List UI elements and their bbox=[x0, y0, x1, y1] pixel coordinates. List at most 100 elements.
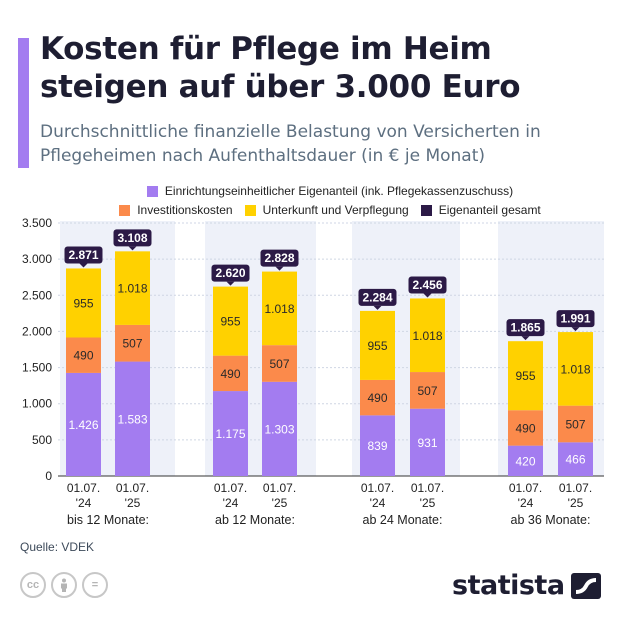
bar-value-label: 490 bbox=[515, 421, 535, 435]
total-badge bbox=[556, 310, 595, 328]
bar-segment-s1-b7 bbox=[508, 445, 543, 476]
total-badge bbox=[506, 319, 545, 337]
group-label: bis 12 Monate: bbox=[67, 513, 149, 527]
total-value-label: 2.871 bbox=[68, 248, 98, 262]
x-tick-label: 01.07. bbox=[411, 481, 444, 495]
total-badge bbox=[113, 229, 152, 247]
bar-segment-s1-b3 bbox=[213, 391, 248, 476]
bar-segment-s2-b4 bbox=[262, 345, 297, 382]
x-tick-label: '25 bbox=[272, 496, 288, 510]
nd-equals-icon[interactable]: = bbox=[82, 572, 108, 598]
bar-segment-s3-b4 bbox=[262, 271, 297, 346]
statista-brand[interactable]: statista bbox=[452, 570, 601, 601]
bar-segment-s1-b4 bbox=[262, 381, 297, 476]
by-person-icon[interactable] bbox=[51, 572, 77, 598]
chart-title: Kosten für Pflege im Heim steigen auf üb… bbox=[40, 31, 521, 105]
bar-segment-s1-b1 bbox=[66, 372, 101, 476]
bar-value-label: 466 bbox=[565, 453, 585, 467]
total-badge-pointer bbox=[521, 336, 530, 341]
bar-value-label: 1.018 bbox=[560, 362, 590, 376]
bar-segment-s1-b2 bbox=[115, 361, 150, 476]
total-badge-pointer bbox=[79, 263, 88, 268]
bar-segment-s2-b8 bbox=[558, 405, 593, 443]
x-tick-label: 01.07. bbox=[67, 481, 100, 495]
total-value-label: 2.828 bbox=[264, 251, 294, 265]
bar-value-label: 490 bbox=[367, 391, 387, 405]
bar-value-label: 1.018 bbox=[264, 302, 294, 316]
bar-segment-s3-b5 bbox=[360, 310, 395, 380]
bar-segment-s3-b7 bbox=[508, 341, 543, 411]
x-tick-label: 01.07. bbox=[509, 481, 542, 495]
legend-swatch-gesamt bbox=[420, 205, 432, 216]
total-badge-pointer bbox=[275, 266, 284, 271]
bar-value-label: 507 bbox=[122, 337, 142, 351]
bar-value-label: 955 bbox=[73, 296, 93, 310]
total-badge bbox=[358, 288, 397, 306]
bar-value-label: 507 bbox=[565, 417, 585, 431]
bar-value-label: 931 bbox=[417, 436, 437, 450]
x-tick-label: 01.07. bbox=[361, 481, 394, 495]
bar-value-label: 1.018 bbox=[117, 282, 147, 296]
total-value-label: 1.865 bbox=[510, 321, 540, 335]
bar-value-label: 955 bbox=[515, 369, 535, 383]
x-tick-label: '24 bbox=[370, 496, 386, 510]
bar-segment-s3-b2 bbox=[115, 251, 150, 325]
x-tick-label: '24 bbox=[518, 496, 534, 510]
y-tick-label: 1.500 bbox=[22, 361, 52, 375]
legend-swatch-investition bbox=[119, 205, 131, 216]
x-tick-label: 01.07. bbox=[559, 481, 592, 495]
x-tick-label: '24 bbox=[223, 496, 239, 510]
bar-segment-s3-b8 bbox=[558, 332, 593, 406]
legend-item-investition: Investitionskosten bbox=[119, 201, 233, 220]
bar-segment-s2-b7 bbox=[508, 410, 543, 446]
y-tick-label: 1.000 bbox=[22, 397, 52, 411]
x-tick-label: '25 bbox=[125, 496, 141, 510]
bar-segment-s2-b3 bbox=[213, 355, 248, 392]
bar-value-label: 490 bbox=[220, 367, 240, 381]
y-tick-label: 3.000 bbox=[22, 252, 52, 266]
legend-label-gesamt: Eigenanteil gesamt bbox=[438, 203, 541, 217]
y-tick-label: 2.000 bbox=[22, 324, 52, 338]
bar-segment-s1-b6 bbox=[410, 408, 445, 476]
group-label: ab 36 Monate: bbox=[511, 513, 591, 527]
bar-value-label: 1.426 bbox=[68, 418, 98, 432]
x-tick-label: '25 bbox=[568, 496, 584, 510]
x-tick-label: 01.07. bbox=[263, 481, 296, 495]
legend-label-unterkunft: Unterkunft und Verpflegung bbox=[262, 203, 409, 217]
total-badge-pointer bbox=[373, 305, 382, 310]
legend-swatch-unterkunft bbox=[244, 205, 256, 216]
statista-wordmark: statista bbox=[452, 570, 565, 601]
y-tick-label: 3.500 bbox=[22, 216, 52, 230]
legend: Einrichtungseinheitlicher Eigenanteil (i… bbox=[40, 182, 620, 220]
x-tick-label: '25 bbox=[420, 496, 436, 510]
legend-label-investition: Investitionskosten bbox=[137, 203, 233, 217]
bar-segment-s1-b5 bbox=[360, 415, 395, 476]
total-badge bbox=[211, 264, 250, 282]
bar-value-label: 507 bbox=[417, 384, 437, 398]
total-badge-pointer bbox=[571, 327, 580, 332]
bar-value-label: 839 bbox=[367, 439, 387, 453]
group-label: ab 24 Monate: bbox=[363, 513, 443, 527]
chart-subtitle: Durchschnittliche finanzielle Belastung … bbox=[40, 122, 541, 166]
legend-label-eigenanteil: Einrichtungseinheitlicher Eigenanteil (i… bbox=[164, 184, 514, 198]
y-tick-label: 0 bbox=[45, 469, 52, 483]
x-tick-label: 01.07. bbox=[214, 481, 247, 495]
total-badge bbox=[64, 246, 103, 264]
total-value-label: 1.991 bbox=[560, 312, 590, 326]
bar-value-label: 420 bbox=[515, 454, 535, 468]
bar-segment-s2-b6 bbox=[410, 372, 445, 409]
y-tick-label: 2.500 bbox=[22, 288, 52, 302]
bar-segment-s3-b1 bbox=[66, 268, 101, 338]
total-value-label: 2.284 bbox=[362, 290, 392, 304]
total-badge-pointer bbox=[128, 246, 137, 251]
title-accent-bar bbox=[18, 38, 29, 168]
bar-segment-s2-b5 bbox=[360, 379, 395, 416]
bar-value-label: 490 bbox=[73, 349, 93, 363]
statista-logo-icon bbox=[570, 572, 601, 599]
legend-item-unterkunft: Unterkunft und Verpflegung bbox=[244, 201, 409, 220]
license-icons: cc = bbox=[20, 572, 108, 598]
total-badge bbox=[260, 249, 299, 267]
bar-value-label: 1.303 bbox=[264, 422, 294, 436]
cc-icon[interactable]: cc bbox=[20, 572, 46, 598]
